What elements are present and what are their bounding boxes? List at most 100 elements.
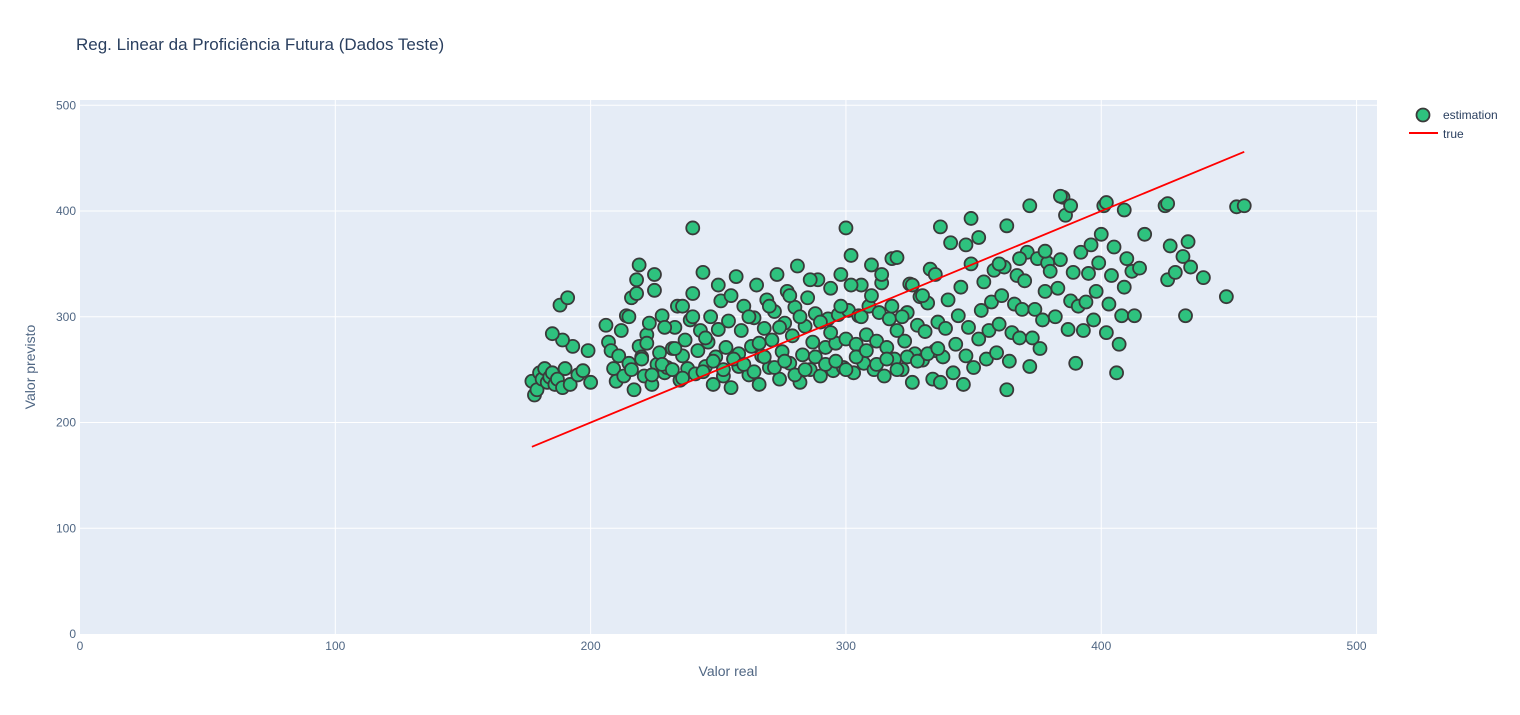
- estimation-point: [953, 279, 969, 295]
- estimation-point: [1053, 252, 1068, 268]
- estimation-point: [1065, 264, 1081, 280]
- estimation-point: [966, 360, 982, 375]
- true-line-group: [531, 150, 1245, 448]
- estimation-point: [1075, 323, 1091, 338]
- estimation-point: [1175, 249, 1191, 264]
- estimation-point: [948, 336, 964, 352]
- estimation-point: [833, 267, 849, 282]
- estimation-point: [723, 380, 739, 396]
- estimation-point: [647, 267, 662, 282]
- estimation-point: [705, 377, 721, 392]
- estimation-point: [1178, 308, 1193, 324]
- y-tick-label: 500: [56, 98, 76, 112]
- x-tick-label: 100: [325, 639, 345, 653]
- estimation-point: [1083, 237, 1099, 253]
- estimation-point: [631, 257, 647, 273]
- estimation-point: [958, 348, 974, 364]
- estimation-point: [897, 333, 913, 349]
- estimation-point: [761, 298, 777, 314]
- estimation-point: [718, 340, 734, 355]
- estimation-point: [874, 267, 890, 282]
- estimation-point: [1218, 289, 1234, 305]
- estimation-point: [1114, 308, 1130, 324]
- y-tick-label: 100: [56, 521, 76, 535]
- estimation-point: [994, 288, 1010, 304]
- estimation-point: [1022, 198, 1038, 214]
- estimation-point: [843, 248, 859, 263]
- estimation-point: [1119, 251, 1135, 267]
- x-tick-label: 300: [836, 639, 856, 653]
- estimation-point: [1137, 226, 1153, 242]
- estimation-point: [685, 286, 701, 301]
- estimation-point: [828, 353, 844, 369]
- estimation-point: [583, 374, 599, 390]
- estimation-point: [904, 374, 920, 390]
- estimation-point: [626, 382, 642, 398]
- estimation-point: [685, 220, 701, 236]
- estimation-point: [955, 377, 971, 392]
- estimation-point: [751, 377, 767, 392]
- true-line: [531, 150, 1245, 448]
- x-tick-label: 500: [1347, 639, 1367, 653]
- estimation-point: [961, 319, 976, 335]
- x-tick-label: 200: [581, 639, 601, 653]
- estimation-point: [629, 286, 644, 301]
- estimation-point: [795, 347, 810, 363]
- estimation-point: [710, 322, 726, 337]
- estimation-point: [1088, 283, 1104, 299]
- estimation-point: [1183, 259, 1199, 275]
- legend-true-label: true: [1443, 127, 1464, 141]
- estimation-point: [1027, 301, 1043, 317]
- estimation-point: [971, 331, 987, 347]
- estimation-point: [1132, 260, 1147, 276]
- estimation-point: [838, 362, 854, 378]
- estimation-point: [876, 368, 892, 384]
- estimation-point: [1093, 226, 1109, 242]
- estimation-point: [1037, 243, 1053, 259]
- estimation-point: [777, 353, 793, 369]
- estimation-point: [963, 211, 979, 226]
- estimation-point: [695, 264, 711, 280]
- estimation-point: [943, 235, 959, 251]
- estimation-point: [749, 277, 764, 293]
- estimation-point: [933, 219, 948, 235]
- estimation-point: [1162, 238, 1178, 254]
- x-axis-title: Valor real: [699, 663, 758, 679]
- estimation-point: [644, 367, 660, 383]
- estimation-point: [858, 343, 874, 359]
- estimation-point: [647, 282, 662, 298]
- estimation-point: [991, 316, 1007, 332]
- estimation-point: [976, 274, 992, 290]
- estimation-point: [802, 272, 818, 288]
- estimation-point: [1111, 336, 1127, 352]
- y-axis-title: Valor previsto: [22, 325, 38, 410]
- estimation-point: [1017, 273, 1033, 289]
- chart-title: Reg. Linear da Proficiência Futura (Dado…: [76, 35, 444, 54]
- estimation-point: [1086, 312, 1102, 328]
- estimation-point: [772, 319, 787, 335]
- estimation-point: [580, 343, 596, 359]
- estimation-point: [1035, 312, 1050, 328]
- estimation-point: [1167, 264, 1183, 280]
- estimation-point: [797, 362, 813, 378]
- estimation-point: [833, 298, 849, 314]
- estimation-point: [1060, 322, 1076, 337]
- estimation-point: [864, 257, 879, 273]
- estimation-point: [544, 326, 560, 342]
- estimation-point: [1116, 279, 1132, 295]
- estimation-point: [1012, 251, 1027, 267]
- estimation-point: [884, 298, 900, 314]
- estimation-point: [723, 288, 739, 304]
- legend[interactable]: estimation true: [1409, 107, 1498, 141]
- estimation-point: [611, 348, 627, 364]
- estimation-point: [629, 272, 644, 288]
- legend-estimation-marker: [1415, 107, 1431, 123]
- y-tick-label: 0: [69, 627, 76, 641]
- legend-estimation-label: estimation: [1443, 108, 1498, 122]
- estimation-point: [1106, 239, 1122, 255]
- estimation-point: [823, 280, 839, 296]
- estimation-point: [710, 277, 726, 293]
- estimation-point: [1032, 341, 1048, 356]
- estimation-point: [945, 365, 961, 381]
